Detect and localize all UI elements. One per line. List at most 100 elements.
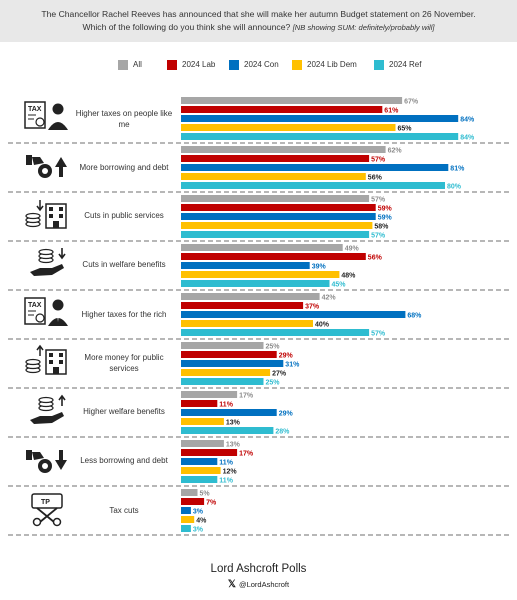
bar — [181, 311, 406, 318]
bar — [181, 418, 224, 425]
bar — [181, 182, 445, 189]
data-label: 84% — [460, 135, 475, 142]
bar — [181, 271, 340, 278]
legend-swatch — [118, 60, 128, 70]
bar — [181, 231, 370, 238]
tax-cut-scissors-icon: TP — [31, 493, 63, 527]
question-text: Which of the following do you think she … — [82, 22, 291, 32]
bar — [181, 458, 218, 465]
bar — [181, 124, 396, 131]
category-label-line: services — [109, 364, 139, 373]
category-label: Tax cuts — [70, 505, 178, 516]
data-label: 3% — [193, 527, 204, 534]
bar — [181, 293, 320, 300]
bar — [181, 467, 221, 474]
data-label: 25% — [266, 344, 281, 351]
bar — [181, 115, 459, 122]
category-label: More borrowing and debt — [70, 162, 178, 173]
data-label: 49% — [345, 246, 360, 253]
borrowing-up-icon — [26, 155, 67, 178]
category-label: Less borrowing and debt — [70, 455, 178, 466]
data-label: 27% — [272, 371, 287, 378]
bar — [181, 342, 264, 349]
data-label: 81% — [450, 166, 465, 173]
bar — [181, 351, 277, 358]
category-label-line: Tax cuts — [109, 506, 139, 515]
bar — [181, 525, 191, 532]
data-label: 4% — [196, 518, 207, 525]
bar — [181, 173, 366, 180]
data-label: 61% — [384, 108, 399, 115]
legend-label: All — [133, 60, 142, 69]
data-label: 57% — [371, 197, 386, 204]
bar — [181, 378, 264, 385]
bar — [181, 476, 218, 483]
category-label-line: Higher taxes on people like — [75, 109, 173, 118]
bar — [181, 369, 271, 376]
question-note: [NB showing SUM: definitely/probably wil… — [292, 23, 435, 32]
bar — [181, 507, 191, 514]
bar — [181, 320, 313, 327]
data-label: 45% — [332, 282, 347, 289]
cuts-public-services-icon — [25, 200, 67, 229]
data-label: 25% — [266, 380, 281, 387]
bar — [181, 155, 370, 162]
tax-rich-icon: TAX — [24, 297, 68, 326]
bar — [181, 409, 277, 416]
bar — [181, 253, 366, 260]
data-label: 12% — [223, 469, 238, 476]
category-label-line: More borrowing and debt — [79, 163, 169, 172]
data-label: 65% — [398, 126, 413, 133]
data-label: 48% — [341, 273, 356, 280]
category-label-line: Cuts in welfare benefits — [82, 260, 166, 269]
bar — [181, 427, 274, 434]
question-line-2: Which of the following do you think she … — [0, 22, 517, 32]
data-label: 7% — [206, 500, 217, 507]
data-label: 56% — [368, 175, 383, 182]
bar — [181, 213, 376, 220]
data-label: 57% — [371, 233, 386, 240]
category-label: Higher taxes on people like me — [68, 108, 180, 130]
data-label: 62% — [388, 148, 403, 155]
bar — [181, 97, 403, 104]
icon-tax-text: TAX — [28, 302, 42, 309]
data-label: 17% — [239, 451, 254, 458]
data-label: 17% — [239, 393, 254, 400]
money-public-services-icon — [25, 344, 67, 375]
x-logo-icon: 𝕏 — [227, 579, 236, 590]
legend-swatch — [292, 60, 302, 70]
bar — [181, 516, 195, 523]
data-label: 11% — [219, 460, 233, 467]
data-label: 39% — [312, 264, 327, 271]
bar — [181, 133, 459, 140]
data-label: 57% — [371, 331, 386, 338]
icon-tp-text: TP — [41, 499, 50, 506]
category-label-line: Higher taxes for the rich — [81, 310, 167, 319]
data-label: 13% — [226, 420, 241, 427]
cuts-welfare-icon — [30, 248, 66, 276]
bar — [181, 195, 370, 202]
question-line-1: The Chancellor Rachel Reeves has announc… — [41, 9, 476, 19]
data-label: 29% — [279, 411, 294, 418]
bar — [181, 262, 310, 269]
welfare-up-icon — [30, 394, 66, 424]
data-label: 28% — [275, 429, 290, 436]
footer-handle-row: 𝕏 @LordAshcroft — [0, 579, 517, 590]
bar — [181, 164, 449, 171]
tax-person-icon: TAX — [24, 101, 68, 130]
bar — [181, 244, 343, 251]
bar — [181, 329, 370, 336]
data-label: 31% — [285, 362, 300, 369]
header-banner: The Chancellor Rachel Reeves has announc… — [0, 0, 517, 42]
data-label: 68% — [407, 313, 422, 320]
category-label: Cuts in public services — [70, 210, 178, 221]
data-label: 58% — [374, 224, 389, 231]
legend-label: 2024 Lib Dem — [307, 60, 357, 69]
bar — [181, 449, 238, 456]
legend-label: 2024 Ref — [389, 60, 422, 69]
data-label: 84% — [460, 117, 475, 124]
bar — [181, 489, 198, 496]
legend-swatch — [167, 60, 177, 70]
footer-handle: @LordAshcroft — [238, 580, 290, 589]
data-label: 11% — [219, 402, 233, 409]
